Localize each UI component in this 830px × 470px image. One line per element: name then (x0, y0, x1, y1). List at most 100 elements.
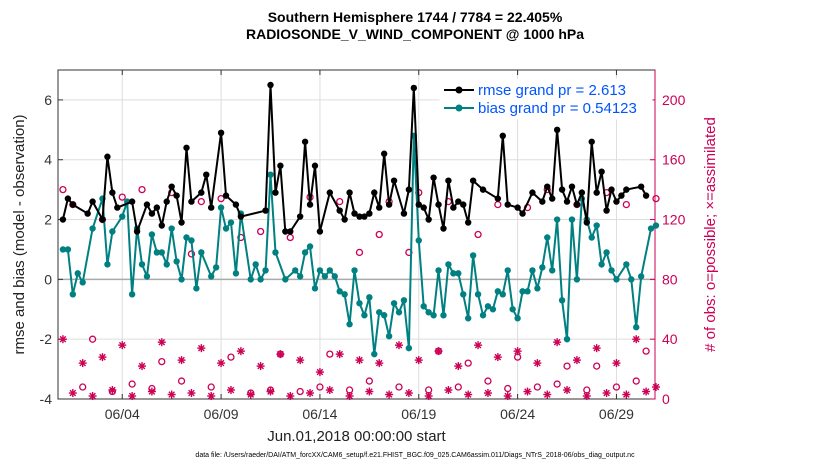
x-tick-label: 06/04 (105, 406, 140, 422)
assimilated-obs-marker (493, 353, 502, 362)
bias-point (143, 273, 151, 280)
assimilated-obs-marker-stroke (247, 391, 255, 398)
assimilated-obs-marker-stroke (118, 341, 126, 349)
bias-point (208, 273, 215, 280)
rmse-point (637, 183, 645, 190)
bias-point (534, 285, 541, 292)
assimilated-obs-marker-stroke (524, 388, 531, 395)
assimilated-obs-marker-stroke (237, 347, 245, 355)
bias-series-line (62, 135, 657, 355)
rmse-point (623, 186, 630, 193)
rmse-point (148, 210, 156, 217)
assimilated-obs-marker (78, 359, 87, 368)
assimilated-obs-marker-stroke (286, 392, 294, 400)
rmse-point (128, 198, 136, 205)
y-tick-label-left: 2 (44, 212, 52, 228)
legend-marker (455, 86, 463, 94)
assimilated-obs-marker (622, 390, 631, 399)
rmse-point (262, 207, 269, 214)
bias-point (652, 222, 660, 229)
assimilated-obs-marker-stroke (435, 347, 442, 355)
x-tick-label: 06/19 (401, 406, 436, 422)
bias-point (89, 225, 96, 232)
bias-point (549, 267, 556, 274)
rmse-point (351, 210, 358, 217)
possible-obs-marker (256, 227, 265, 236)
rmse-point (455, 198, 462, 205)
assimilated-obs-marker (592, 344, 601, 353)
rmse-point (366, 210, 373, 217)
y-tick-label-right: 160 (662, 152, 686, 168)
assimilated-obs-marker (325, 386, 334, 395)
assimilated-obs-marker (375, 359, 384, 368)
bias-point (464, 315, 472, 322)
assimilated-obs-marker-stroke (405, 389, 413, 397)
assimilated-obs-marker (563, 386, 572, 395)
assimilated-obs-marker-stroke (217, 359, 225, 367)
possible-obs-marker (128, 380, 136, 388)
bias-point (173, 258, 180, 265)
rmse-point (504, 201, 511, 208)
rmse-point (222, 192, 230, 199)
bias-point (613, 276, 620, 283)
rmse-point (326, 189, 334, 196)
assimilated-obs-marker (58, 335, 67, 344)
assimilated-obs-marker-stroke (642, 388, 650, 395)
y-axis-label-right: # of obs: o=possible; ×=assimilated (702, 117, 719, 352)
rmse-point (593, 189, 600, 196)
bias-point (460, 291, 467, 298)
rmse-point (588, 138, 595, 145)
bias-point (188, 237, 195, 244)
rmse-point (405, 186, 413, 193)
assimilated-obs-marker-stroke (306, 389, 314, 397)
possible-obs-marker (612, 383, 621, 391)
rmse-point (371, 189, 378, 196)
bias-point (633, 324, 640, 331)
assimilated-obs-marker (365, 387, 374, 396)
rmse-point (618, 192, 625, 199)
bias-point (104, 261, 111, 268)
chart-subtitle: RADIOSONDE_V_WIND_COMPONENT @ 1000 hPa (245, 26, 585, 42)
possible-obs-marker (197, 197, 205, 206)
rmse-point (578, 189, 586, 196)
assimilated-obs-marker (632, 335, 641, 344)
assimilated-obs-marker (256, 362, 265, 371)
assimilated-obs-marker (523, 387, 532, 396)
possible-obs-marker (504, 384, 512, 393)
possible-obs-marker (355, 248, 364, 257)
assimilated-obs-marker (98, 353, 107, 362)
bias-point (395, 309, 403, 316)
bias-point (484, 303, 492, 310)
possible-obs-marker (642, 347, 650, 355)
assimilated-obs-marker-stroke (445, 386, 452, 394)
y-tick-label-right: 80 (662, 271, 678, 287)
bias-point (311, 285, 319, 292)
bias-point (356, 300, 363, 307)
possible-obs-marker (652, 194, 660, 203)
x-axis-label: Jun.01,2018 00:00:00 start (267, 428, 446, 445)
rmse-point (558, 186, 566, 193)
bias-point (420, 303, 427, 310)
rmse-point (598, 168, 605, 175)
bias-point (568, 216, 576, 223)
bias-point (514, 315, 521, 322)
rmse-point (173, 192, 180, 199)
assimilated-obs-marker (266, 387, 275, 396)
possible-obs-marker (474, 230, 482, 239)
possible-obs-marker (593, 362, 601, 370)
rmse-point (573, 201, 581, 208)
assimilated-obs-marker (68, 389, 77, 398)
assimilated-obs-marker (217, 359, 226, 368)
assimilated-obs-marker (642, 387, 651, 396)
rmse-point (168, 183, 175, 190)
rmse-point (341, 216, 348, 223)
rmse-point (272, 189, 279, 196)
assimilated-obs-marker-stroke (138, 362, 146, 370)
possible-obs-marker (326, 350, 334, 358)
assimilated-obs-marker-stroke (623, 391, 630, 398)
assimilated-obs-marker-stroke (534, 359, 541, 367)
rmse-point (390, 177, 398, 184)
assimilated-obs-marker (226, 386, 235, 395)
rmse-point (217, 129, 225, 137)
assimilated-obs-marker-stroke (316, 368, 324, 376)
